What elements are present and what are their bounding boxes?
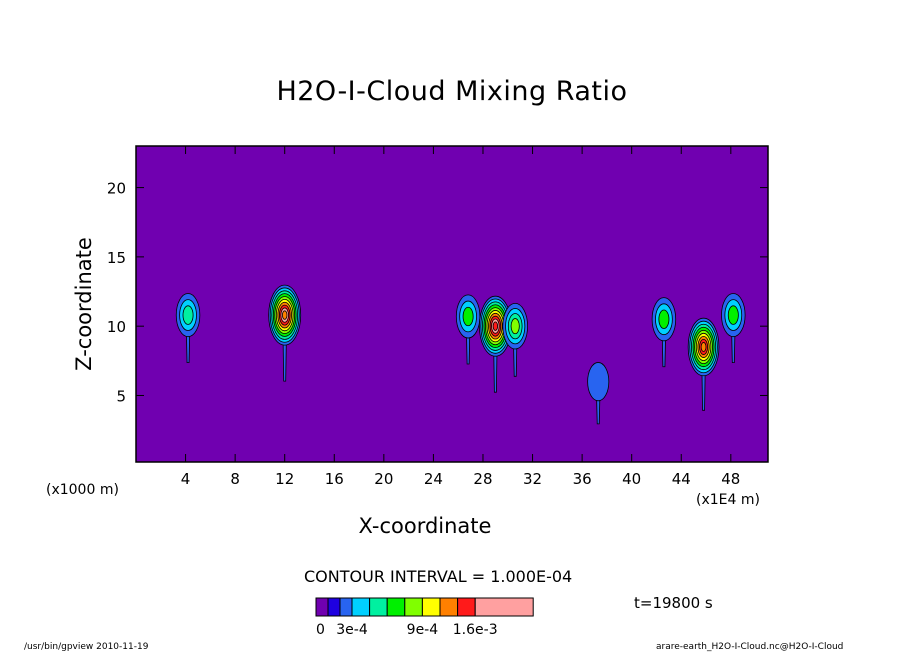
colorbar-segment: [339, 597, 353, 617]
footer-left: /usr/bin/gpview 2010-11-19: [24, 642, 149, 652]
time-label: t=19800 s: [634, 594, 713, 612]
colorbar-segment: [327, 597, 341, 617]
x-tick-label: 48: [721, 470, 740, 488]
cloud-contour: [462, 306, 474, 327]
x-tick-label: 28: [473, 470, 492, 488]
x-tick-label: 16: [325, 470, 344, 488]
x-tick-label: 8: [230, 470, 240, 488]
x-tick-label: 24: [424, 470, 443, 488]
colorbar-segment: [386, 597, 406, 617]
colorbar-segment: [351, 597, 371, 617]
colorbar: 0 3e-4 9e-4 1.6e-3: [315, 597, 534, 638]
colorbar-segment: [315, 597, 329, 617]
plot-area: [135, 145, 769, 463]
colorbar-segment: [421, 597, 441, 617]
cloud-contour: [727, 305, 739, 325]
colorbar-label: 0: [316, 622, 325, 638]
colorbar-label: 9e-4: [407, 622, 439, 638]
x-tick-label: 40: [622, 470, 641, 488]
cloud-contour: [700, 342, 707, 352]
x-tick-label: 32: [523, 470, 542, 488]
x-tick-label: 44: [672, 470, 691, 488]
colorbar-segment: [439, 597, 459, 617]
y-tick-label: 20: [107, 180, 126, 198]
x-axis-unit-left: (x1000 m): [46, 482, 119, 498]
y-tick-label: 10: [107, 318, 126, 336]
x-tick-label: 20: [374, 470, 393, 488]
y-axis-label: Z-coordinate: [72, 237, 96, 371]
colorbar-label: 3e-4: [336, 622, 368, 638]
x-tick-label: 36: [573, 470, 592, 488]
cloud-contour: [182, 305, 194, 325]
cloud-contours: [175, 284, 746, 425]
x-axis: 4 8 12 16 20 24 28 32 36 40 44 48: [181, 146, 740, 488]
cloud-contour: [282, 310, 288, 320]
cloud-contour: [658, 309, 670, 329]
footer-right: arare-earth_H2O-I-Cloud.nc@H2O-I-Cloud: [656, 642, 844, 652]
colorbar-segment: [457, 597, 476, 617]
chart-title: H2O-I-Cloud Mixing Ratio: [276, 76, 628, 107]
x-axis-unit-right: (x1E4 m): [696, 492, 760, 508]
colorbar-segment: [369, 597, 388, 617]
cloud-contour: [492, 321, 499, 331]
y-tick-label: 15: [107, 249, 126, 267]
colorbar-segment: [474, 597, 534, 617]
cloud-contour: [510, 318, 520, 335]
y-tick-label: 5: [116, 387, 126, 405]
colorbar-segment: [404, 597, 423, 617]
cloud-contour: [587, 362, 610, 402]
y-axis: 5 10 15 20: [107, 180, 768, 405]
x-axis-label: X-coordinate: [358, 514, 492, 538]
x-tick-label: 12: [275, 470, 294, 488]
x-tick-label: 4: [181, 470, 191, 488]
contour-interval-label: CONTOUR INTERVAL = 1.000E-04: [304, 567, 573, 586]
colorbar-label: 1.6e-3: [453, 622, 498, 638]
